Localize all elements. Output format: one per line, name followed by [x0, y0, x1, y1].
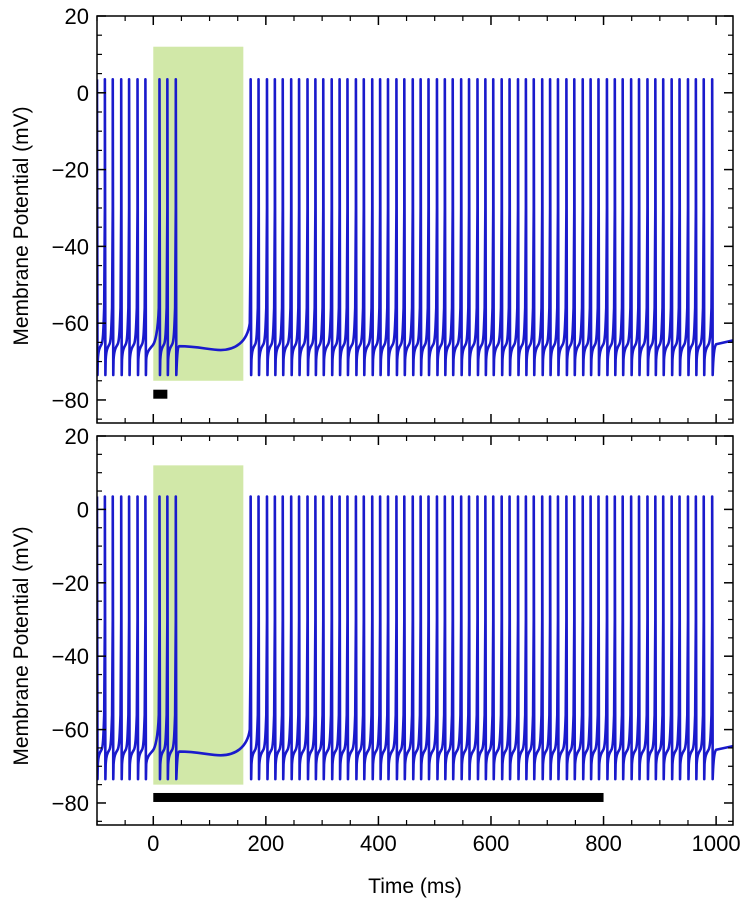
- y-tick-label: −60: [52, 718, 89, 743]
- x-tick-label: 800: [585, 831, 622, 856]
- membrane-potential-trace: [97, 495, 733, 781]
- y-tick-label: −20: [52, 571, 89, 596]
- y-tick-label: 20: [65, 424, 89, 449]
- y-tick-label: −80: [52, 791, 89, 816]
- y-tick-label: 20: [65, 4, 89, 29]
- panel-bottom: 200−20−40−60−800 200 400 600 800 1000: [52, 424, 741, 856]
- y-tick-label: −80: [52, 388, 89, 413]
- x-axis-label: Time (ms): [368, 875, 462, 898]
- y-tick-label: −60: [52, 311, 89, 336]
- x-tick-label: 200: [247, 831, 284, 856]
- y-tick-label: 0: [77, 497, 89, 522]
- plot-frame: [96, 435, 734, 826]
- y-axis-label-top: Membrane Potential (mV): [10, 106, 33, 345]
- y-tick-label: −20: [52, 158, 89, 183]
- panel-top: 20 0 −20 −40 −60 −80: [52, 4, 734, 424]
- y-tick-label: 0: [77, 81, 89, 106]
- membrane-potential-trace: [97, 78, 733, 377]
- y-tick-label: −40: [52, 234, 89, 259]
- stimulus-bar: [153, 389, 168, 399]
- plot-frame: [96, 15, 734, 424]
- y-axis-label-bottom: Membrane Potential (mV): [10, 526, 33, 765]
- stimulus-bar: [153, 792, 604, 802]
- x-tick-label: 1000: [692, 831, 741, 856]
- x-tick-label: 600: [473, 831, 510, 856]
- x-tick-label: 0: [147, 831, 159, 856]
- x-tick-label: 400: [360, 831, 397, 856]
- y-tick-label: −40: [52, 644, 89, 669]
